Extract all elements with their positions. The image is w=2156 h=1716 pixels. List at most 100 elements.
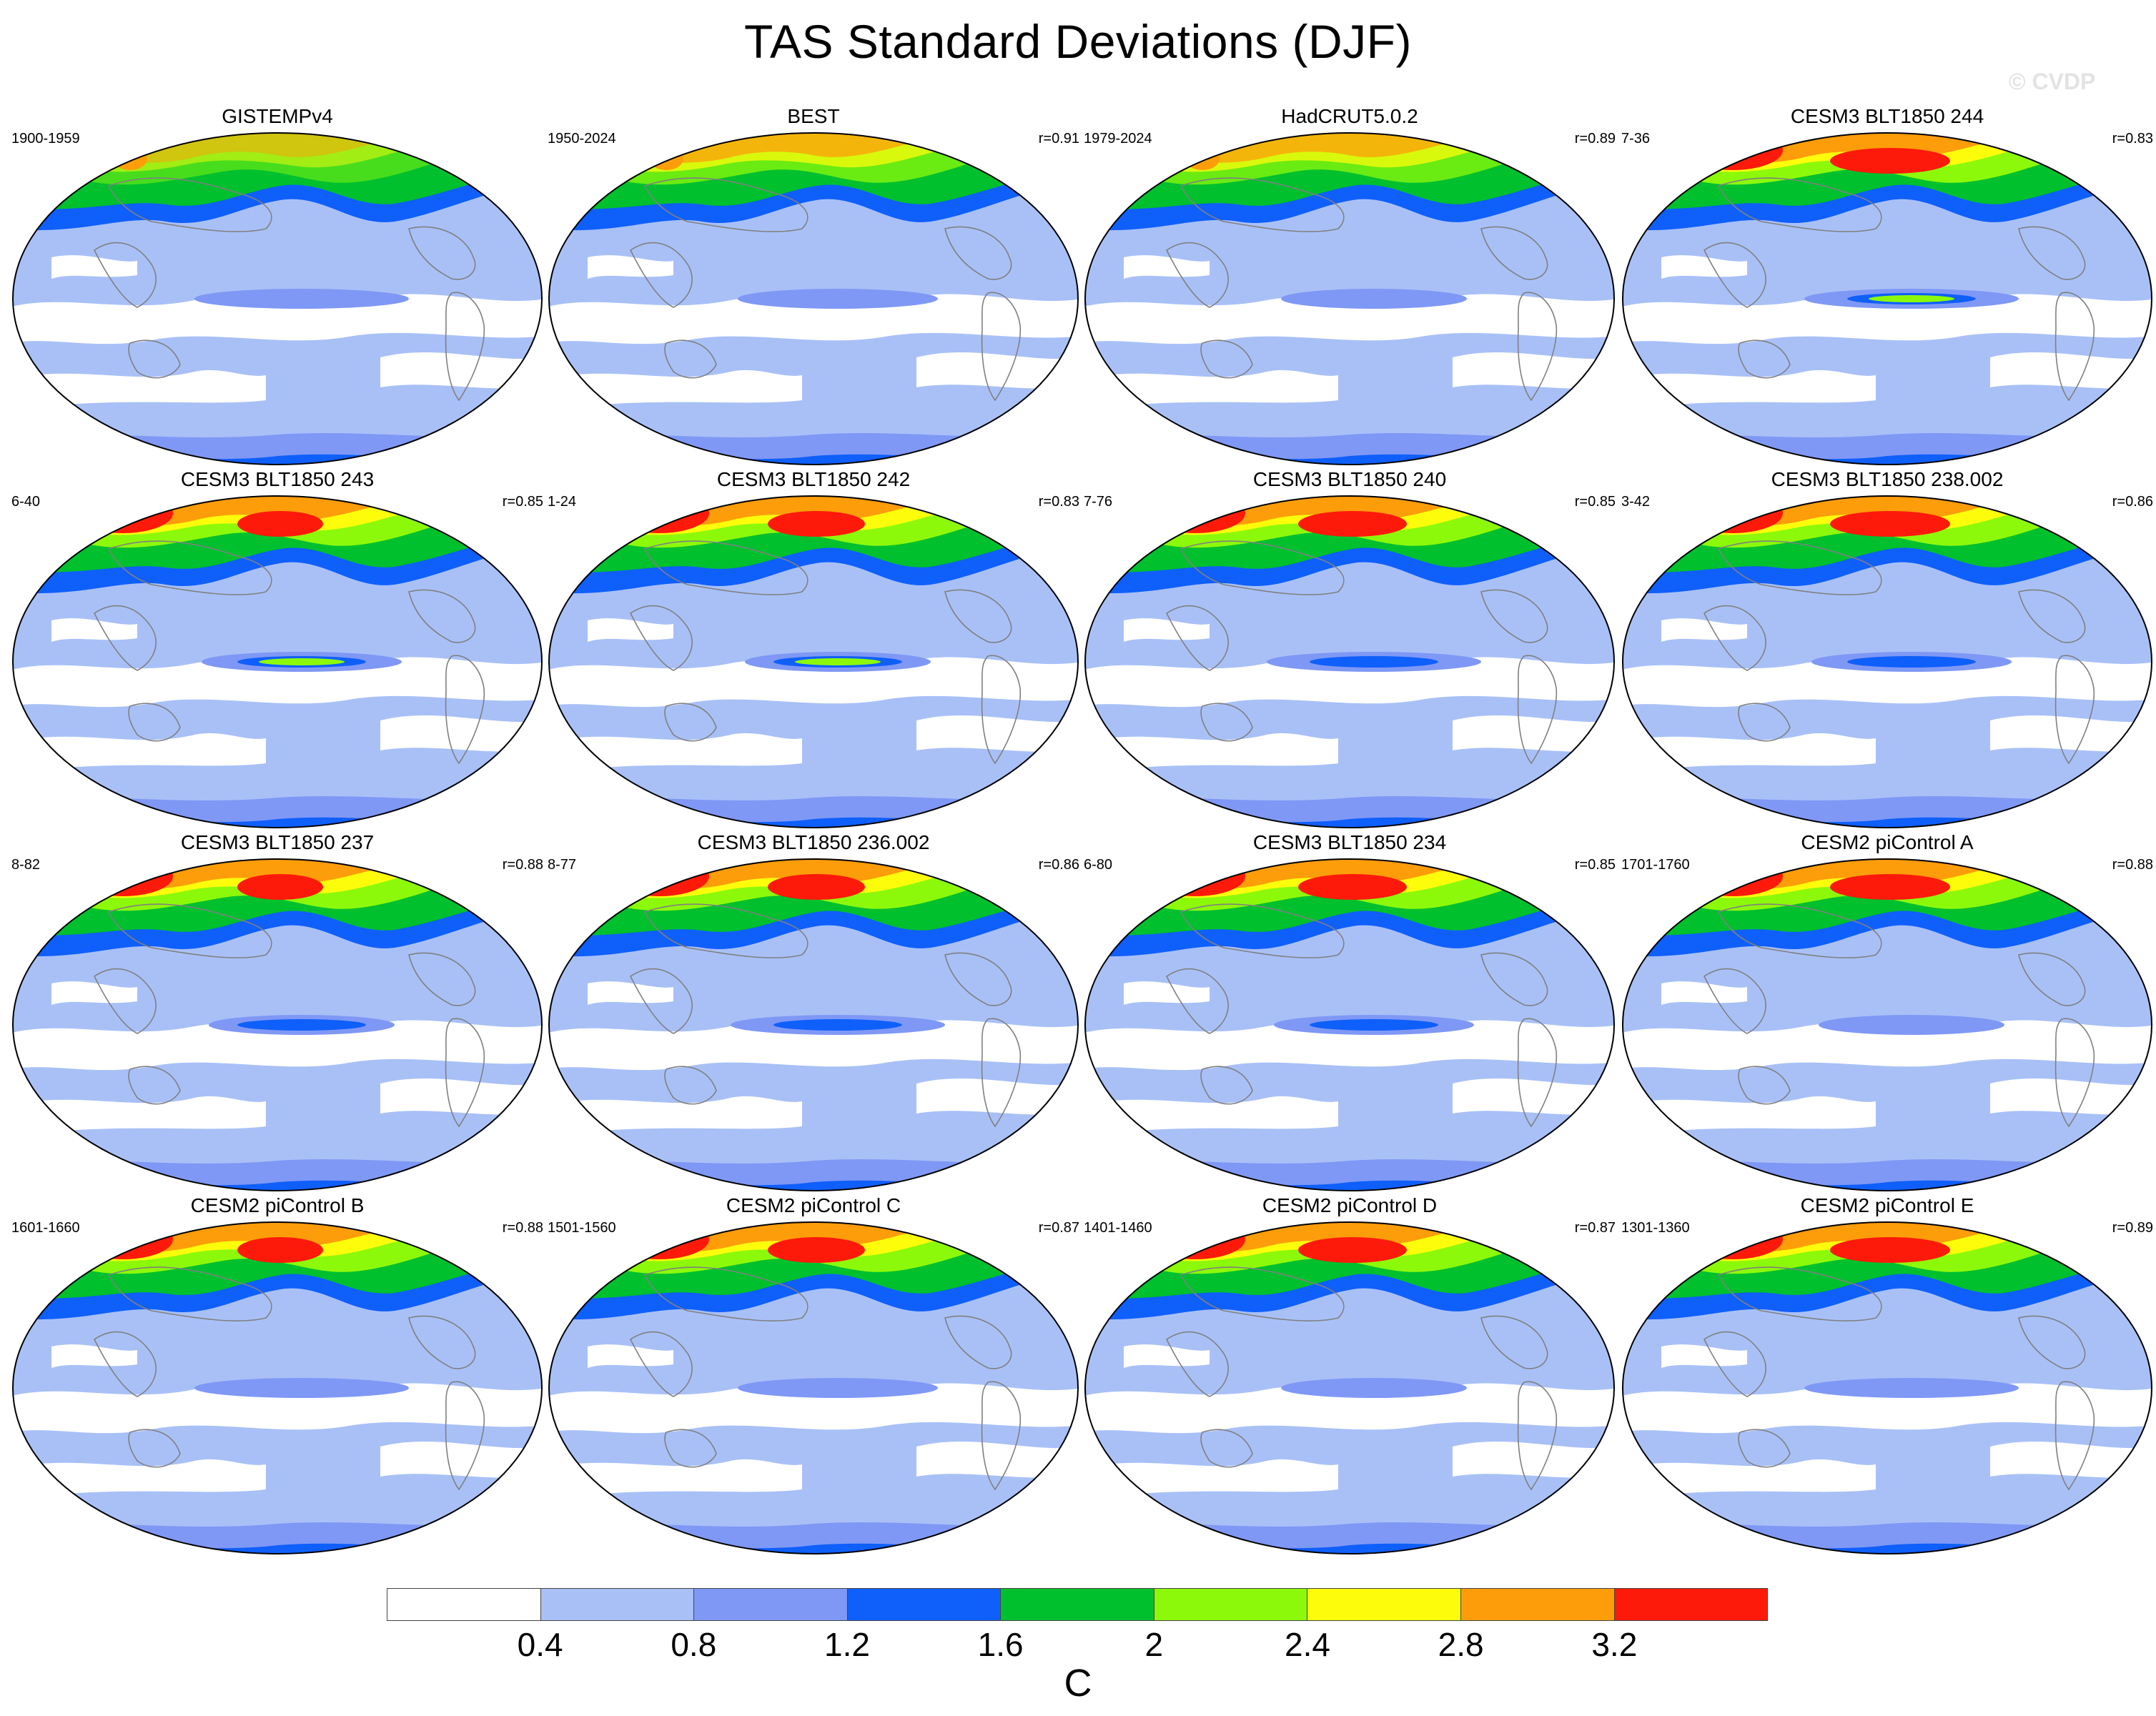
colorbar-unit-label: C xyxy=(1064,1662,1092,1705)
panel-title: CESM2 piControl B xyxy=(190,1194,365,1216)
panel-years: 1900-1959 xyxy=(11,131,80,147)
map-panel: CESM3 BLT1850 244 7-36 r=0.83 xyxy=(1618,104,2156,469)
panel-years: 3-42 xyxy=(1621,494,1651,510)
map-panel: CESM3 BLT1850 238.002 3-42 r=0.86 xyxy=(1618,467,2156,832)
panel-pattern-correlation: r=0.88 xyxy=(2112,857,2153,873)
panel-years: 1301-1360 xyxy=(1621,1220,1690,1236)
cvdp-watermark: © CVDP xyxy=(2009,69,2096,94)
world-map xyxy=(1622,1221,2152,1554)
colorbar-segment xyxy=(847,1589,1002,1620)
colorbar-tick-label: 0.8 xyxy=(671,1626,717,1663)
panel-title: BEST xyxy=(787,105,840,127)
panel-title: CESM2 piControl A xyxy=(1801,831,1974,853)
panel-pattern-correlation: r=0.85 xyxy=(502,494,543,510)
panel-title: CESM2 piControl C xyxy=(726,1194,901,1216)
map-panel: CESM3 BLT1850 237 8-82 r=0.88 xyxy=(9,830,546,1195)
colorbar-segment xyxy=(540,1589,695,1620)
map-panel: HadCRUT5.0.2 1979-2024 r=0.89 xyxy=(1081,104,1618,469)
panel-title: CESM3 BLT1850 244 xyxy=(1790,105,1984,127)
map-panel: CESM3 BLT1850 234 6-80 r=0.85 xyxy=(1081,830,1618,1195)
map-panel: BEST 1950-2024 r=0.91 xyxy=(545,104,1082,469)
map-panel: CESM2 piControl E 1301-1360 r=0.89 xyxy=(1618,1194,2156,1558)
world-map xyxy=(1622,858,2152,1191)
colorbar-segment xyxy=(1001,1589,1154,1620)
panel-years: 8-77 xyxy=(548,857,577,873)
panel-pattern-correlation: r=0.89 xyxy=(2112,1220,2153,1236)
panel-pattern-correlation: r=0.87 xyxy=(1574,1220,1616,1236)
panel-title: CESM2 piControl D xyxy=(1262,1194,1438,1216)
panel-years: 6-40 xyxy=(11,494,41,510)
panel-pattern-correlation: r=0.83 xyxy=(1038,494,1079,510)
world-map xyxy=(1622,132,2152,465)
map-panel: CESM2 piControl C 1501-1560 r=0.87 xyxy=(545,1194,1082,1558)
panel-pattern-correlation: r=0.86 xyxy=(1038,857,1079,873)
world-map xyxy=(12,132,543,465)
panel-title: CESM3 BLT1850 242 xyxy=(716,468,911,490)
panel-title: CESM3 BLT1850 238.002 xyxy=(1771,468,2004,490)
map-panel: CESM3 BLT1850 236.002 8-77 r=0.86 xyxy=(545,830,1082,1195)
panel-pattern-correlation: r=0.87 xyxy=(1038,1220,1079,1236)
world-map xyxy=(12,858,543,1191)
panel-title: CESM3 BLT1850 234 xyxy=(1252,831,1447,853)
panel-pattern-correlation: r=0.88 xyxy=(502,1220,543,1236)
colorbar-tick-label: 2.8 xyxy=(1438,1626,1484,1663)
panel-years: 6-80 xyxy=(1084,857,1113,873)
map-panel: CESM2 piControl D 1401-1460 r=0.87 xyxy=(1081,1194,1618,1558)
panel-years: 1401-1460 xyxy=(1084,1220,1152,1236)
panel-years: 1979-2024 xyxy=(1084,131,1152,147)
world-map xyxy=(1084,495,1615,828)
colorbar-tick-label: 0.4 xyxy=(517,1626,563,1663)
figure-title: TAS Standard Deviations (DJF) xyxy=(744,15,1412,68)
colorbar-segment xyxy=(1154,1589,1308,1620)
panel-pattern-correlation: r=0.91 xyxy=(1038,131,1079,147)
panel-title: CESM3 BLT1850 240 xyxy=(1252,468,1447,490)
colorbar-segment xyxy=(1307,1589,1461,1620)
panel-title: CESM3 BLT1850 243 xyxy=(180,468,375,490)
world-map xyxy=(548,132,1079,465)
panel-title: GISTEMPv4 xyxy=(222,105,333,127)
panel-years: 1701-1760 xyxy=(1621,857,1690,873)
panel-years: 8-82 xyxy=(11,857,41,873)
panel-pattern-correlation: r=0.89 xyxy=(1574,131,1616,147)
world-map xyxy=(548,495,1079,828)
colorbar-tick-label: 2 xyxy=(1144,1626,1164,1663)
panel-pattern-correlation: r=0.85 xyxy=(1574,494,1616,510)
panel-years: 1601-1660 xyxy=(11,1220,80,1236)
colorbar-tick-label: 3.2 xyxy=(1591,1626,1638,1663)
world-map xyxy=(12,1221,543,1554)
panel-pattern-correlation: r=0.83 xyxy=(2112,131,2153,147)
panel-years: 7-76 xyxy=(1084,494,1113,510)
map-panel: GISTEMPv4 1900-1959 xyxy=(9,104,546,469)
panel-pattern-correlation: r=0.88 xyxy=(502,857,543,873)
map-panel: CESM3 BLT1850 243 6-40 r=0.85 xyxy=(9,467,546,832)
colorbar-segment xyxy=(1614,1589,1768,1620)
world-map xyxy=(548,1221,1079,1554)
world-map xyxy=(1084,132,1615,465)
colorbar-segment xyxy=(694,1589,848,1620)
map-panel: CESM2 piControl A 1701-1760 r=0.88 xyxy=(1618,830,2156,1195)
world-map xyxy=(1084,858,1615,1191)
colorbar xyxy=(387,1588,1768,1621)
map-panel: CESM3 BLT1850 242 1-24 r=0.83 xyxy=(545,467,1082,832)
panel-title: CESM2 piControl E xyxy=(1800,1194,1974,1216)
panel-title: CESM3 BLT1850 236.002 xyxy=(697,831,930,853)
panel-pattern-correlation: r=0.85 xyxy=(1574,857,1616,873)
panel-pattern-correlation: r=0.86 xyxy=(2112,494,2153,510)
panel-title: HadCRUT5.0.2 xyxy=(1281,105,1418,127)
world-map xyxy=(1622,495,2152,828)
world-map xyxy=(12,495,543,828)
panel-title: CESM3 BLT1850 237 xyxy=(180,831,375,853)
map-panel: CESM3 BLT1850 240 7-76 r=0.85 xyxy=(1081,467,1618,832)
panel-years: 1950-2024 xyxy=(548,131,616,147)
world-map xyxy=(1084,1221,1615,1554)
map-panel: CESM2 piControl B 1601-1660 r=0.88 xyxy=(9,1194,546,1558)
colorbar-tick-label: 1.2 xyxy=(824,1626,870,1663)
colorbar-segment xyxy=(387,1589,541,1620)
panel-years: 1-24 xyxy=(548,494,577,510)
colorbar-tick-label: 1.6 xyxy=(977,1626,1024,1663)
colorbar-tick-label: 2.4 xyxy=(1285,1626,1330,1663)
panel-years: 1501-1560 xyxy=(548,1220,616,1236)
world-map xyxy=(548,858,1079,1191)
colorbar-segment xyxy=(1460,1589,1615,1620)
panel-years: 7-36 xyxy=(1621,131,1651,147)
